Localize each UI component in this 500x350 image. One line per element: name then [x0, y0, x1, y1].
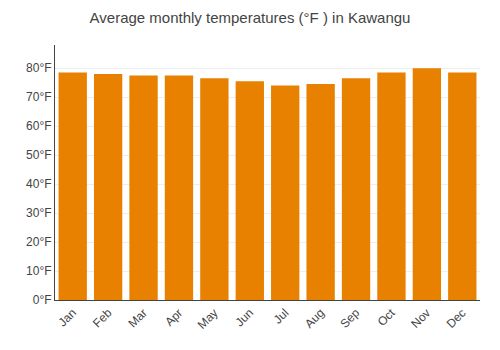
svg-text:10°F: 10°F — [26, 264, 51, 278]
svg-text:Aug: Aug — [302, 306, 327, 331]
svg-text:70°F: 70°F — [26, 90, 51, 104]
svg-text:80°F: 80°F — [26, 61, 51, 75]
svg-text:Feb: Feb — [90, 306, 115, 331]
svg-text:Mar: Mar — [125, 306, 150, 331]
svg-text:50°F: 50°F — [26, 148, 51, 162]
svg-text:Jun: Jun — [233, 306, 257, 330]
svg-text:Nov: Nov — [408, 306, 433, 331]
svg-text:Average monthly temperatures (: Average monthly temperatures (°F ) in Ka… — [90, 9, 411, 26]
svg-text:20°F: 20°F — [26, 235, 51, 249]
svg-text:Jan: Jan — [55, 306, 79, 330]
svg-text:Dec: Dec — [444, 306, 469, 331]
svg-text:40°F: 40°F — [26, 177, 51, 191]
svg-text:30°F: 30°F — [26, 206, 51, 220]
svg-text:Apr: Apr — [162, 306, 185, 329]
svg-text:May: May — [195, 306, 221, 332]
svg-text:60°F: 60°F — [26, 119, 51, 133]
svg-text:Jul: Jul — [271, 306, 292, 327]
svg-text:0°F: 0°F — [33, 293, 52, 307]
svg-text:Sep: Sep — [337, 306, 362, 331]
svg-text:Oct: Oct — [375, 305, 399, 329]
